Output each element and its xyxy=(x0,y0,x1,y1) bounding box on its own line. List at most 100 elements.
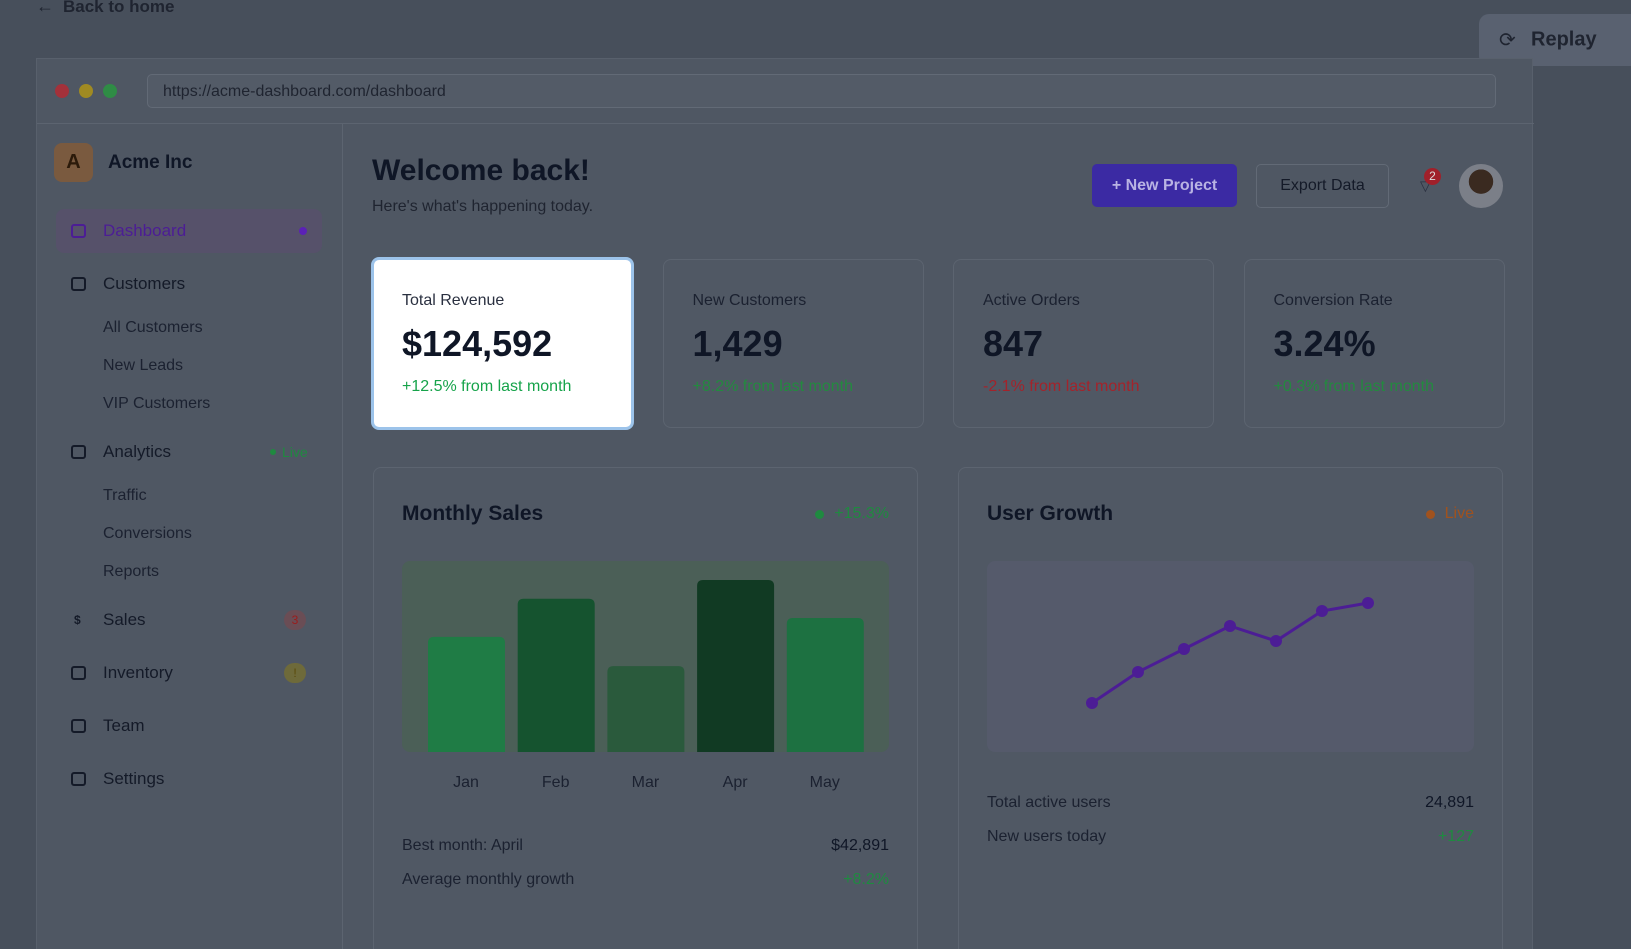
stat-card: Active Orders 847 -2.1% from last month xyxy=(953,259,1214,428)
stat-change: +8.2% from last month xyxy=(692,378,854,395)
window-dot xyxy=(55,84,69,98)
summary-value: 24,891 xyxy=(1425,794,1474,811)
chart-title: User Growth xyxy=(987,502,1114,525)
nav-icon xyxy=(71,772,86,786)
point xyxy=(1316,605,1328,617)
stat-card: Total Revenue $124,592 +12.5% from last mo… xyxy=(371,257,634,430)
nav-item[interactable]: Settings xyxy=(103,769,165,788)
nav-subitem[interactable]: All Customers xyxy=(103,319,203,336)
summary-label: Average monthly growth xyxy=(402,871,575,888)
url-text: https://acme-dashboard.com/dashboard xyxy=(163,83,446,100)
point xyxy=(1178,643,1190,655)
badge-dot xyxy=(1426,510,1435,519)
stat-value: 3.24% xyxy=(1273,323,1376,364)
nav-subitem[interactable]: Traffic xyxy=(103,487,147,504)
nav-icon xyxy=(71,277,86,291)
stat-card: Conversion Rate 3.24% +0.3% from last mont… xyxy=(1243,259,1505,428)
back-arrow: ← xyxy=(36,0,54,16)
stat-label: Active Orders xyxy=(983,292,1080,309)
nav-icon xyxy=(71,719,86,733)
bar xyxy=(607,666,685,752)
back-link[interactable]: Back to home xyxy=(63,0,175,16)
chart-card: User Growth Live Total active users 24,891 N… xyxy=(958,467,1503,949)
bell-icon[interactable]: ▽ xyxy=(1420,177,1431,194)
stat-card: New Customers 1,429 +8.2% from last month xyxy=(662,259,924,428)
x-tick-label: Jan xyxy=(453,774,479,791)
badge-dot xyxy=(815,510,824,519)
nav-item[interactable]: Inventory xyxy=(103,663,173,682)
bar xyxy=(517,598,595,752)
nav-subitem[interactable]: Reports xyxy=(103,563,160,580)
x-tick-label: May xyxy=(809,774,840,791)
nav-badge: 3 xyxy=(284,610,306,630)
nav-subitem[interactable]: Conversions xyxy=(103,525,192,542)
window-dot xyxy=(79,84,93,98)
point xyxy=(1362,597,1374,609)
stat-label: Conversion Rate xyxy=(1273,292,1393,309)
plot-area xyxy=(402,561,889,752)
new-project-button[interactable]: + New Project xyxy=(1092,164,1237,207)
nav-icon: $ xyxy=(74,613,81,627)
summary-value: +127 xyxy=(1437,828,1474,845)
nav-badge: ! xyxy=(284,663,306,683)
url-bar: https://acme-dashboard.com/dashboard xyxy=(147,74,1496,108)
notification-badge: 2 xyxy=(1424,168,1441,185)
point xyxy=(1086,697,1098,709)
stat-value: $124,592 xyxy=(402,323,553,364)
chart-svg xyxy=(1086,597,1374,709)
stat-label: New Customers xyxy=(692,292,807,309)
summary-value: $42,891 xyxy=(831,837,889,854)
nav-icon xyxy=(71,445,86,459)
plot-area xyxy=(987,561,1474,752)
summary-label: Total active users xyxy=(987,794,1111,811)
browser-bar xyxy=(37,59,1534,124)
x-tick-label: Apr xyxy=(722,774,748,791)
bar xyxy=(428,636,505,752)
nav-badge: Live xyxy=(282,444,308,460)
x-tick-label: Feb xyxy=(541,774,570,791)
summary-label: Best month: April xyxy=(402,837,523,854)
live-dot xyxy=(270,449,276,455)
replay-icon: ⟳ xyxy=(1499,29,1516,52)
point xyxy=(1270,635,1282,647)
stat-change: +12.5% from last month xyxy=(402,378,572,395)
bar xyxy=(786,618,864,752)
user-avatar[interactable] xyxy=(1459,164,1503,208)
stat-change: +0.3% from last month xyxy=(1273,378,1435,395)
nav-icon xyxy=(71,666,86,680)
chart-badge: Live xyxy=(1444,505,1474,522)
brand-name: Acme Inc xyxy=(108,152,193,173)
page-title: Welcome back! xyxy=(372,154,590,187)
stat-value: 847 xyxy=(983,323,1044,364)
stat-value: 1,429 xyxy=(692,323,783,364)
nav-item[interactable]: Customers xyxy=(103,274,186,293)
chart-badge: +15.3% xyxy=(834,505,889,522)
window-dot xyxy=(103,84,117,98)
point xyxy=(1132,666,1144,678)
nav-subitem[interactable]: VIP Customers xyxy=(103,395,211,412)
replay-button[interactable]: ⟳ Replay xyxy=(1479,14,1631,66)
export-button[interactable]: Export Data xyxy=(1256,164,1389,208)
bar xyxy=(697,580,775,752)
chart-svg xyxy=(428,580,864,752)
chart-card: Monthly Sales +15.3% Jan Feb Mar Apr May Best m… xyxy=(373,467,918,949)
line xyxy=(1091,601,1369,705)
page-subtitle: Here's what's happening today. xyxy=(372,198,594,215)
nav-subitem[interactable]: New Leads xyxy=(103,357,184,374)
point xyxy=(1224,620,1236,632)
nav-item[interactable]: Sales xyxy=(103,610,146,629)
nav-item[interactable]: Analytics xyxy=(103,442,172,461)
nav-active-bg[interactable] xyxy=(56,209,322,253)
stat-change: -2.1% from last month xyxy=(983,378,1140,395)
brand-logo: A xyxy=(54,143,93,182)
summary-label: New users today xyxy=(987,828,1107,845)
nav-item[interactable]: Dashboard xyxy=(103,221,187,240)
nav-item[interactable]: Team xyxy=(103,716,145,735)
chart-title: Monthly Sales xyxy=(402,502,544,525)
sidebar xyxy=(37,124,343,949)
stat-label: Total Revenue xyxy=(402,292,505,309)
nav-icon xyxy=(71,224,86,238)
active-dot xyxy=(299,227,307,235)
